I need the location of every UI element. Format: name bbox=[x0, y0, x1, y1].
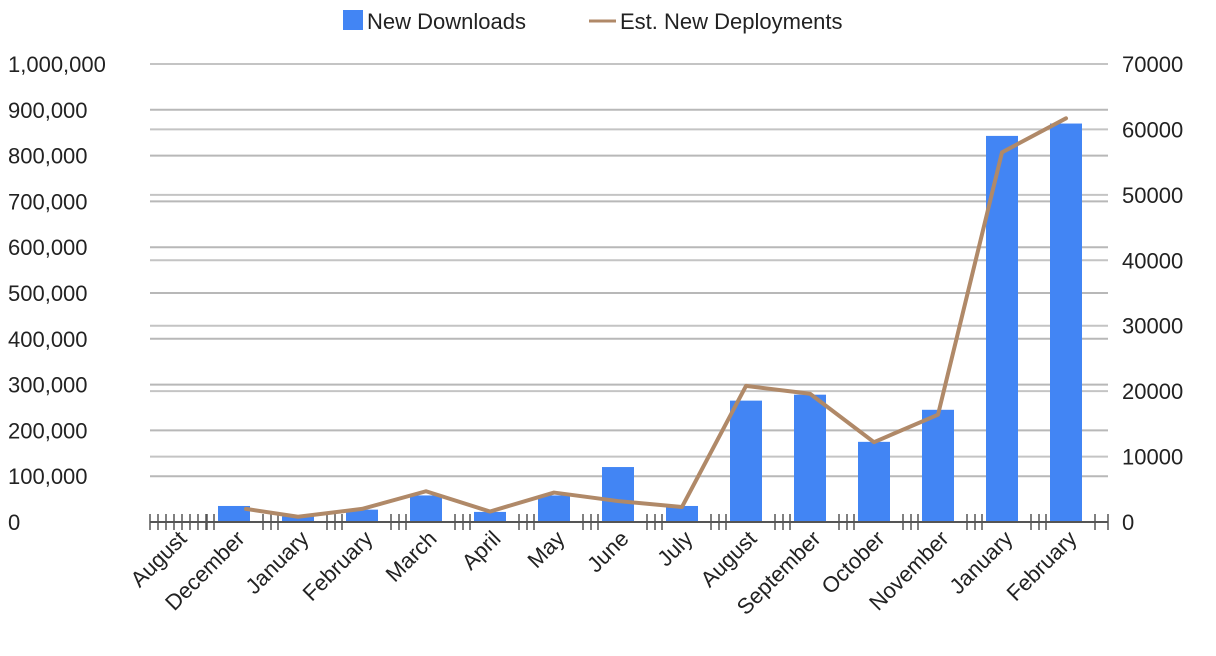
legend-swatch-new-downloads bbox=[343, 10, 363, 30]
y-axis-left-ticks: 0 100,000 200,000 300,000 400,000 500,000 600,… bbox=[8, 52, 106, 535]
bar bbox=[666, 505, 698, 522]
line-series-est-new-deployments bbox=[244, 116, 1068, 519]
bar-series-new-downloads bbox=[218, 123, 1082, 522]
y-right-tick-label: 20000 bbox=[1122, 379, 1183, 404]
y-left-tick-label: 200,000 bbox=[8, 418, 88, 443]
y-left-tick-label: 100,000 bbox=[8, 464, 88, 489]
x-tick-label: April bbox=[457, 526, 506, 575]
y-left-tick-label: 900,000 bbox=[8, 98, 88, 123]
y-right-tick-label: 0 bbox=[1122, 510, 1134, 535]
bar bbox=[538, 495, 570, 522]
legend-label-est-new-deployments: Est. New Deployments bbox=[620, 9, 843, 34]
y-left-tick-label: 600,000 bbox=[8, 235, 88, 260]
bar bbox=[730, 400, 762, 522]
y-left-tick-label: 500,000 bbox=[8, 281, 88, 306]
legend: New Downloads Est. New Deployments bbox=[343, 9, 843, 34]
bar bbox=[218, 505, 250, 522]
y-right-tick-label: 50000 bbox=[1122, 183, 1183, 208]
gridlines bbox=[150, 63, 1108, 478]
y-right-tick-label: 70000 bbox=[1122, 52, 1183, 77]
bar bbox=[794, 394, 826, 522]
bar bbox=[282, 516, 314, 522]
x-tick-label: May bbox=[522, 526, 569, 573]
bar bbox=[858, 441, 890, 522]
y-right-tick-label: 10000 bbox=[1122, 445, 1183, 470]
line-path bbox=[244, 116, 1068, 519]
bar bbox=[1050, 123, 1082, 522]
x-tick-label: February bbox=[1002, 526, 1082, 606]
legend-label-new-downloads: New Downloads bbox=[367, 9, 526, 34]
y-left-tick-label: 800,000 bbox=[8, 144, 88, 169]
x-tick-label: February bbox=[298, 526, 378, 606]
bar bbox=[474, 511, 506, 522]
y-right-tick-label: 60000 bbox=[1122, 117, 1183, 142]
y-axis-right-ticks: 0 10000 20000 30000 40000 50000 60000 70000 bbox=[1122, 52, 1183, 535]
y-left-tick-label: 1,000,000 bbox=[8, 52, 106, 77]
x-tick-label: March bbox=[381, 526, 442, 587]
y-left-tick-label: 0 bbox=[8, 510, 20, 535]
y-right-tick-label: 40000 bbox=[1122, 248, 1183, 273]
bar bbox=[602, 467, 634, 522]
y-left-tick-label: 400,000 bbox=[8, 327, 88, 352]
bar bbox=[410, 495, 442, 522]
x-axis bbox=[149, 514, 1109, 530]
x-tick-label: June bbox=[582, 526, 633, 577]
x-tick-label: July bbox=[652, 526, 697, 571]
bar bbox=[922, 409, 954, 522]
y-left-tick-label: 700,000 bbox=[8, 189, 88, 214]
bar bbox=[346, 509, 378, 522]
y-right-tick-label: 30000 bbox=[1122, 314, 1183, 339]
y-left-tick-label: 300,000 bbox=[8, 373, 88, 398]
